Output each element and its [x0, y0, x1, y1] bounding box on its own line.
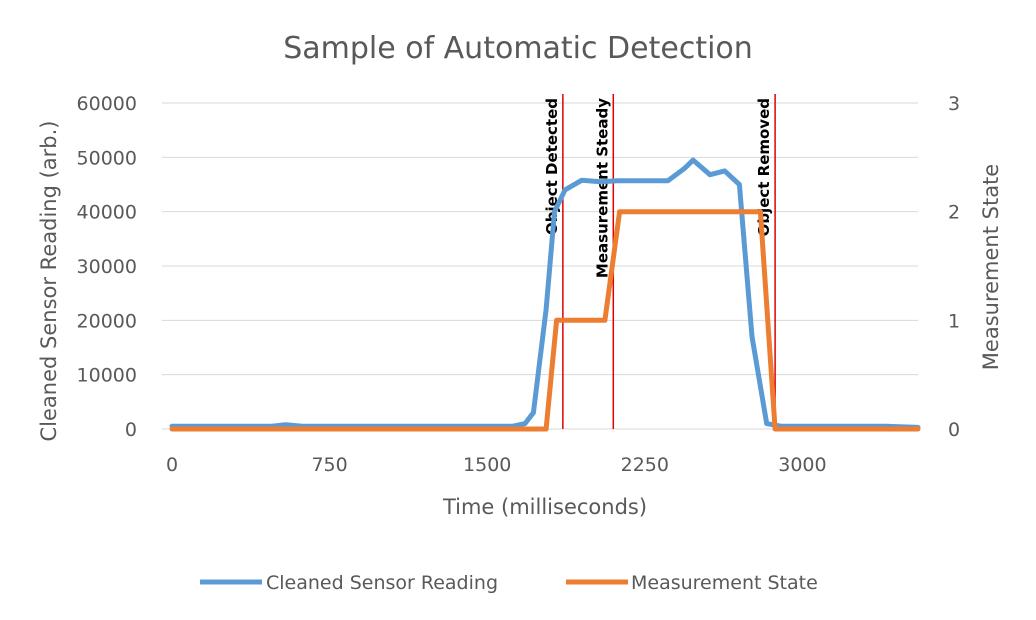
x-tick-label: 1500 [463, 454, 511, 476]
annotation-label: Measurement Steady [593, 98, 611, 278]
x-tick-label: 750 [311, 454, 347, 476]
x-tick-label: 3000 [778, 454, 826, 476]
y-tick-label: 40000 [77, 202, 137, 224]
annotation-label: Object Removed [755, 98, 773, 236]
series-line [169, 157, 921, 430]
y-tick-label: 10000 [77, 365, 137, 387]
y-tick-label: 30000 [77, 256, 137, 278]
y2-tick-label: 1 [948, 310, 960, 332]
annotation-label: Object Detected [543, 98, 561, 235]
y2-tick-label: 3 [948, 93, 960, 115]
y-axis-title: Cleaned Sensor Reading (arb.) [37, 121, 61, 442]
series-line [169, 209, 921, 432]
y2-tick-label: 0 [948, 419, 960, 441]
legend-label: Measurement State [631, 572, 818, 594]
legend-label: Cleaned Sensor Reading [266, 572, 498, 594]
x-axis-title: Time (milliseconds) [442, 495, 647, 519]
legend: Cleaned Sensor Reading Measurement State [200, 572, 818, 594]
y2-tick-label: 2 [948, 202, 960, 224]
y-tick-label: 60000 [77, 93, 137, 115]
x-tick-label: 2250 [621, 454, 669, 476]
y-tick-label: 0 [125, 419, 137, 441]
x-tick-label: 0 [166, 454, 178, 476]
y2-axis-title: Measurement State [979, 164, 1003, 370]
tick-labels: 0 10000 20000 30000 40000 50000 60000 0 1 2 3 0 750 1… [77, 93, 961, 476]
y-tick-label: 20000 [77, 310, 137, 332]
annotations: Object Detected Measurement Steady Object … [543, 94, 776, 429]
series-lines [169, 157, 921, 432]
chart-title: Sample of Automatic Detection [283, 31, 753, 66]
y-tick-label: 50000 [77, 147, 137, 169]
gridlines [162, 102, 918, 430]
